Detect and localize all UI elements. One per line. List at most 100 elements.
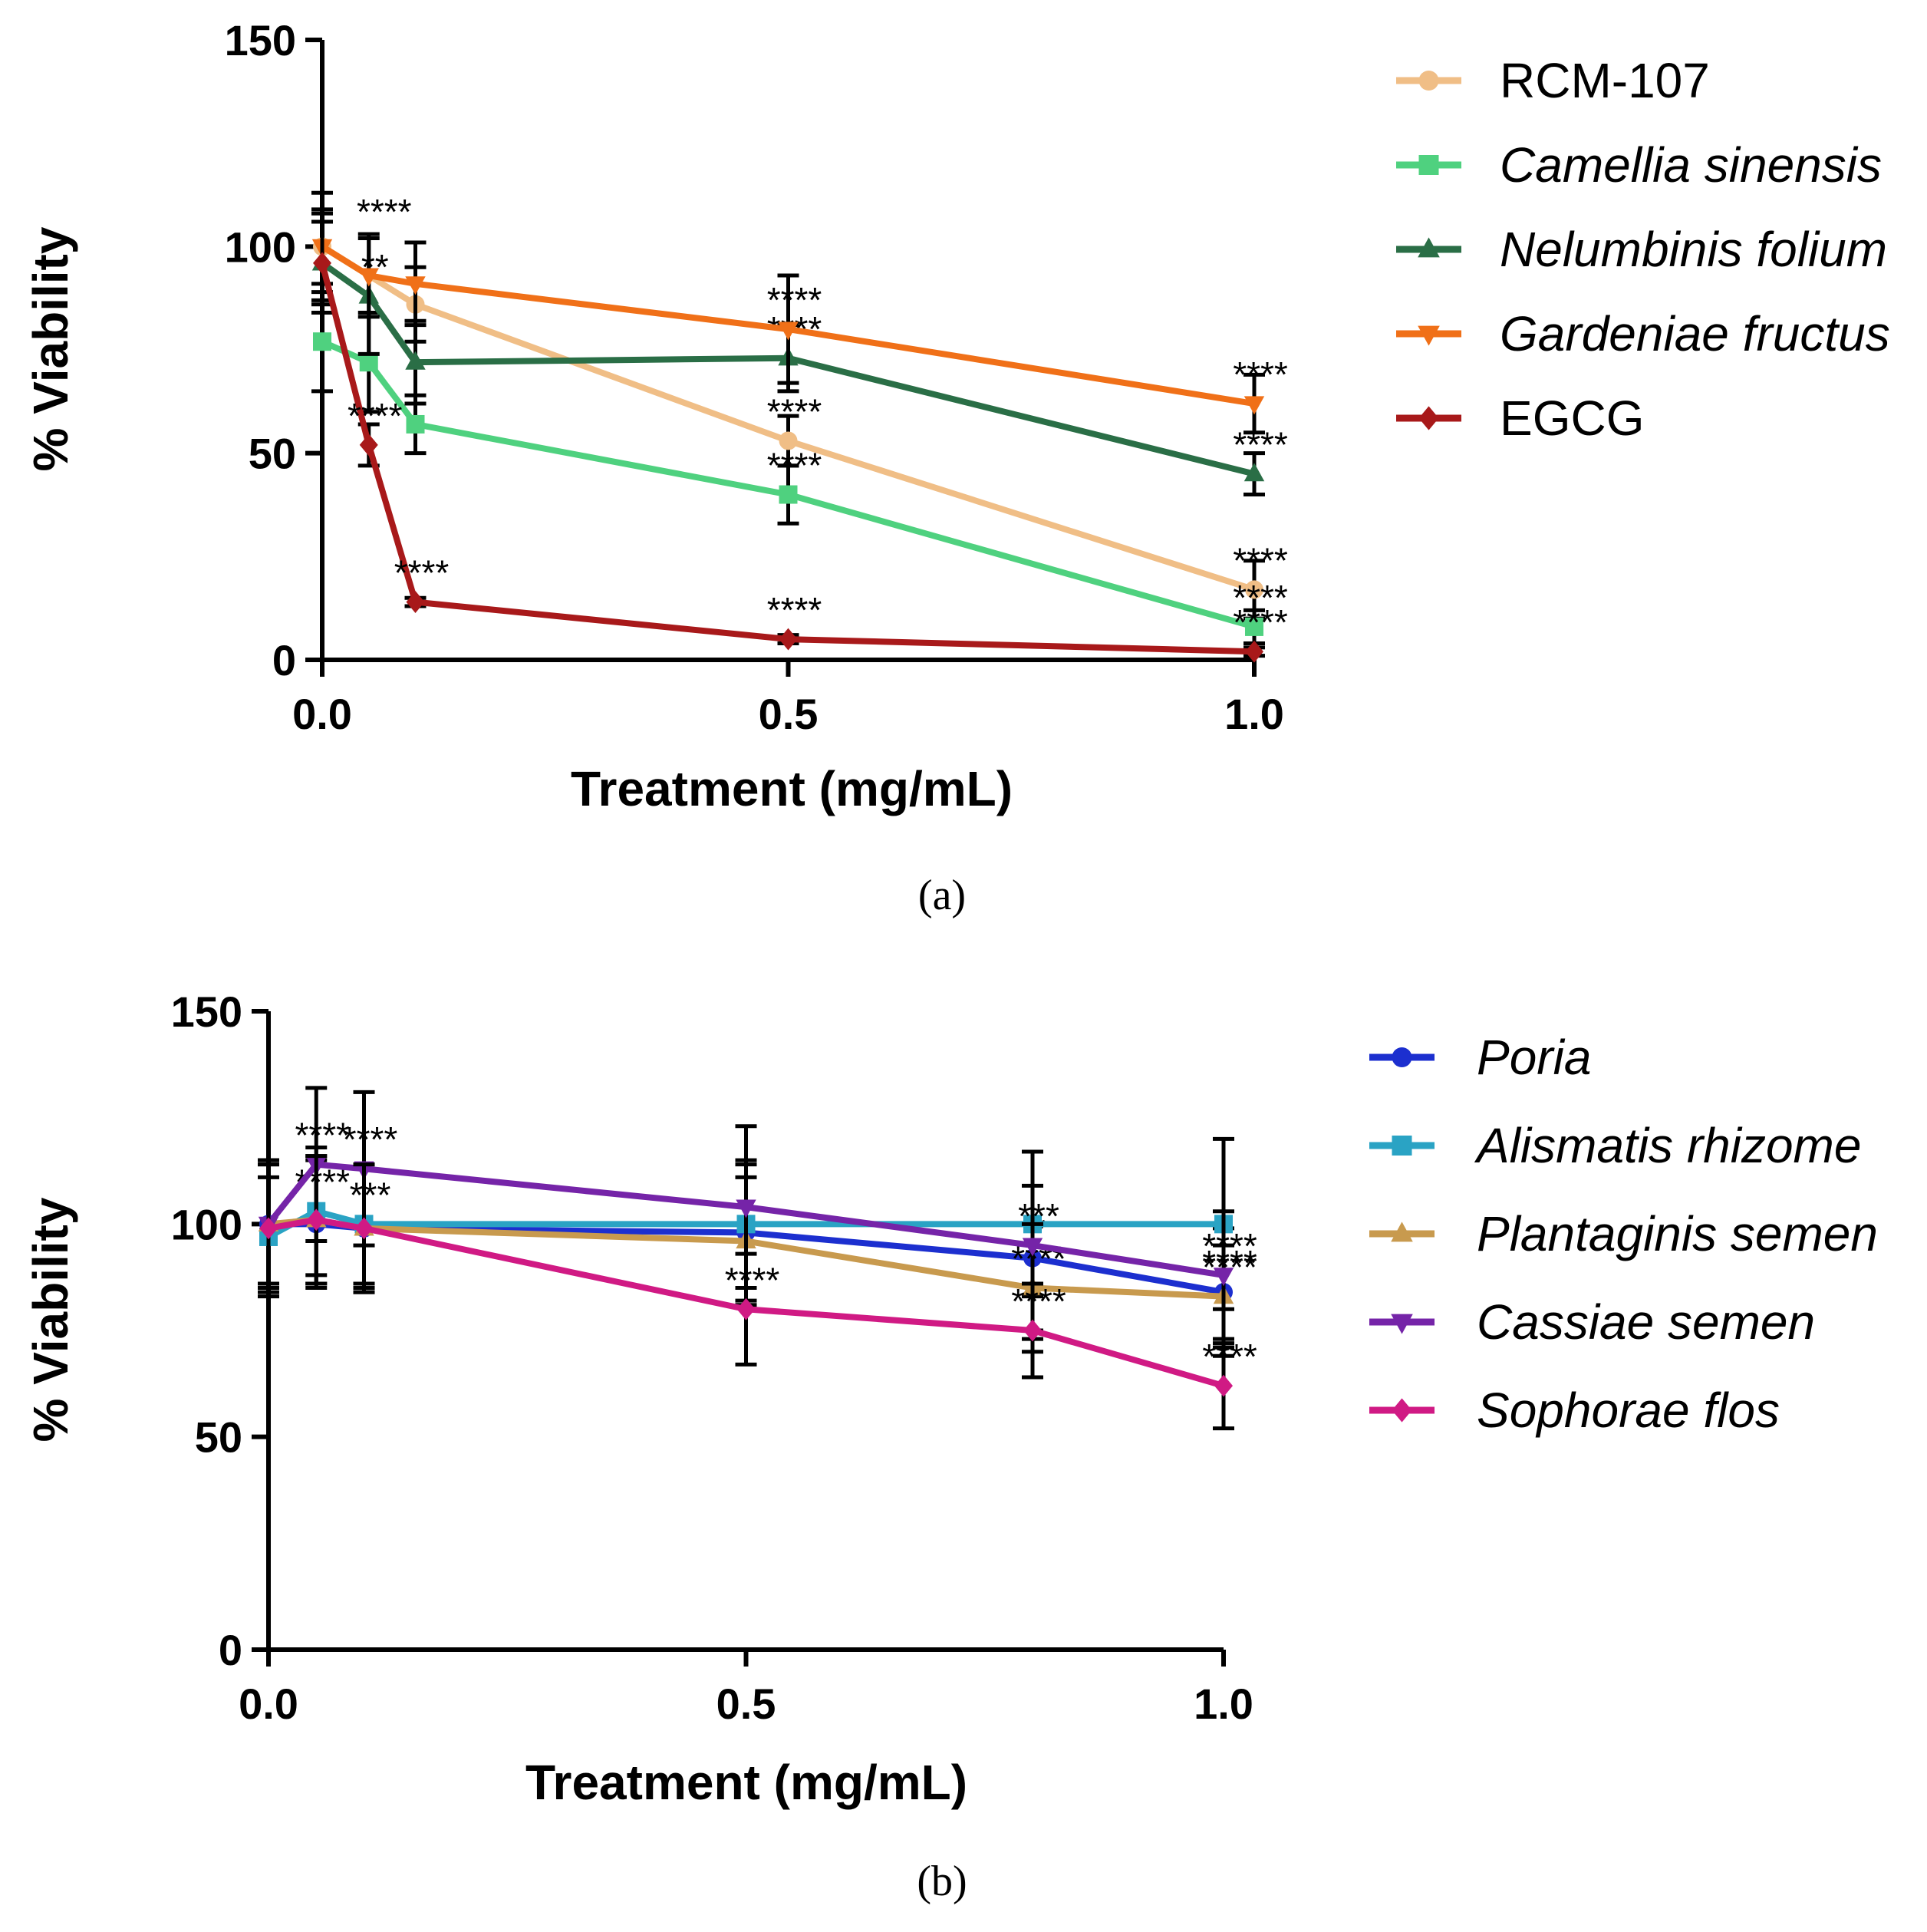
- legend-label: Nelumbinis folium: [1500, 222, 1887, 277]
- legend-label: Gardeniae fructus: [1500, 306, 1890, 361]
- significance-label: ****: [295, 1116, 350, 1156]
- data-point: [1214, 1374, 1233, 1397]
- data-point: [307, 1208, 326, 1231]
- legend-label: EGCG: [1500, 391, 1644, 446]
- significance-label: ****: [1233, 602, 1288, 642]
- series-plantaginis-semen: **** ****: [258, 1154, 1257, 1354]
- legend-swatch-marker: [1418, 155, 1439, 175]
- significance-label: ****: [1202, 1337, 1257, 1376]
- significance-label: ****: [343, 1119, 398, 1159]
- significance-label: ****: [767, 392, 822, 432]
- data-point: [778, 321, 799, 341]
- y-tick-label: 150: [171, 987, 242, 1036]
- data-point: [1245, 580, 1263, 599]
- series-cassiae-semen: ***************: [258, 1086, 1257, 1341]
- data-point: [1022, 1238, 1043, 1257]
- x-tick-label: 0.0: [239, 1680, 298, 1728]
- series-gardeniae-fructus: **** ****: [311, 190, 1288, 435]
- y-axis-title-a: % Viability: [23, 226, 78, 471]
- legend-swatch-marker: [1391, 1314, 1413, 1334]
- legend-swatch-marker: [1418, 325, 1440, 346]
- data-point: [313, 252, 331, 275]
- significance-label: ***: [1018, 1196, 1059, 1236]
- legend-swatch-marker: [1392, 1136, 1412, 1156]
- series-egcg: ************ ****: [311, 219, 1288, 663]
- significance-label: ****: [1202, 1226, 1257, 1266]
- significance-label: ****: [1233, 578, 1288, 618]
- legend-swatch-marker: [1418, 237, 1440, 258]
- significance-label: ****: [767, 446, 822, 486]
- y-tick-label: 150: [225, 16, 296, 64]
- series-line: [265, 1161, 1224, 1278]
- data-point: [406, 414, 425, 434]
- data-point: [736, 1297, 756, 1320]
- legend-item: RCM-107: [1396, 53, 1710, 108]
- legend-label: Plantaginis semen: [1477, 1206, 1878, 1261]
- legend-item: Sophorae flos: [1369, 1383, 1780, 1438]
- significance-label: ***: [350, 1175, 391, 1215]
- data-point: [313, 332, 331, 351]
- series-sophorae-flos: **** **** ****: [258, 1154, 1257, 1431]
- data-point: [779, 431, 798, 450]
- panel-label-b: (b): [917, 1858, 967, 1905]
- legend-swatch-marker: [1391, 1222, 1413, 1242]
- legend-swatch-marker: [1392, 1398, 1412, 1423]
- legend-item: Alismatis rhizome: [1369, 1118, 1861, 1173]
- legend-label: Alismatis rhizome: [1474, 1118, 1861, 1173]
- data-point: [359, 353, 378, 372]
- legend-swatch-marker: [1392, 1047, 1412, 1067]
- data-point: [354, 1217, 374, 1240]
- y-tick-label: 50: [195, 1413, 242, 1462]
- data-point: [1243, 396, 1265, 415]
- significance-label: ****: [767, 280, 822, 320]
- legend-item: Plantaginis semen: [1369, 1206, 1878, 1261]
- data-point: [1243, 463, 1265, 482]
- significance-label: ****: [1233, 354, 1288, 394]
- x-tick-label: 1.0: [1194, 1680, 1253, 1728]
- legend-label: Sophorae flos: [1477, 1383, 1780, 1438]
- data-point: [1213, 1268, 1234, 1287]
- legend-item: Cassiae semen: [1369, 1294, 1815, 1350]
- legend-item: Gardeniae fructus: [1396, 306, 1890, 361]
- legend-item: Camellia sinensis: [1396, 137, 1882, 193]
- legend-swatch-marker: [1418, 406, 1439, 430]
- data-point: [779, 485, 798, 504]
- x-tick-label: 0.0: [292, 690, 352, 738]
- series-rcm-107: ********: [311, 207, 1288, 621]
- legend-item: Nelumbinis folium: [1396, 222, 1887, 277]
- data-point: [736, 1199, 756, 1218]
- legend-label: Cassiae semen: [1477, 1294, 1815, 1350]
- significance-label: ****: [1011, 1281, 1066, 1321]
- data-point: [405, 276, 426, 295]
- legend-swatch-marker: [1418, 71, 1439, 91]
- data-point: [359, 434, 378, 457]
- x-axis-title-a: Treatment (mg/mL): [571, 761, 1013, 816]
- y-tick-label: 100: [171, 1200, 242, 1248]
- data-point: [1245, 640, 1263, 663]
- x-axis-title-b: Treatment (mg/mL): [525, 1755, 967, 1810]
- y-tick-label: 0: [272, 636, 296, 684]
- significance-label: ****: [394, 553, 450, 593]
- significance-label: ****: [348, 396, 403, 436]
- legend-label: Poria: [1477, 1030, 1591, 1085]
- y-axis-title-b: % Viability: [23, 1197, 78, 1442]
- y-tick-label: 0: [219, 1626, 242, 1674]
- data-point: [1245, 617, 1263, 636]
- data-point: [358, 268, 379, 287]
- significance-label: ****: [767, 590, 822, 630]
- data-point: [405, 351, 426, 370]
- legend-label: Camellia sinensis: [1500, 137, 1882, 193]
- data-point: [406, 591, 425, 613]
- y-tick-label: 100: [225, 223, 296, 271]
- series-camellia-sinensis: ********: [311, 290, 1288, 645]
- panel-label-a: (a): [918, 872, 966, 919]
- data-point: [1023, 1319, 1042, 1342]
- legend-item: Poria: [1369, 1030, 1591, 1085]
- legend-label: RCM-107: [1500, 53, 1710, 108]
- significance-label: ****: [1233, 540, 1288, 580]
- legend-item: EGCG: [1396, 391, 1644, 446]
- chart-panel-b: % Viability Treatment (mg/mL) (b) 0 50 100…: [23, 987, 1878, 1905]
- significance-label: ****: [357, 192, 412, 232]
- x-tick-label: 0.5: [716, 1680, 776, 1728]
